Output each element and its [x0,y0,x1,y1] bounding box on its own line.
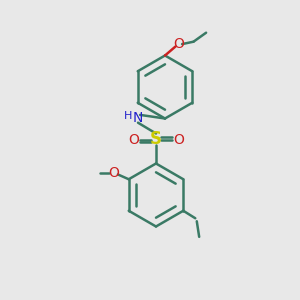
Text: H: H [124,111,132,121]
Text: S: S [150,130,162,148]
Text: N: N [133,112,143,125]
Text: O: O [108,166,119,180]
Text: O: O [173,133,184,146]
Text: O: O [173,37,184,51]
Text: O: O [128,133,139,146]
